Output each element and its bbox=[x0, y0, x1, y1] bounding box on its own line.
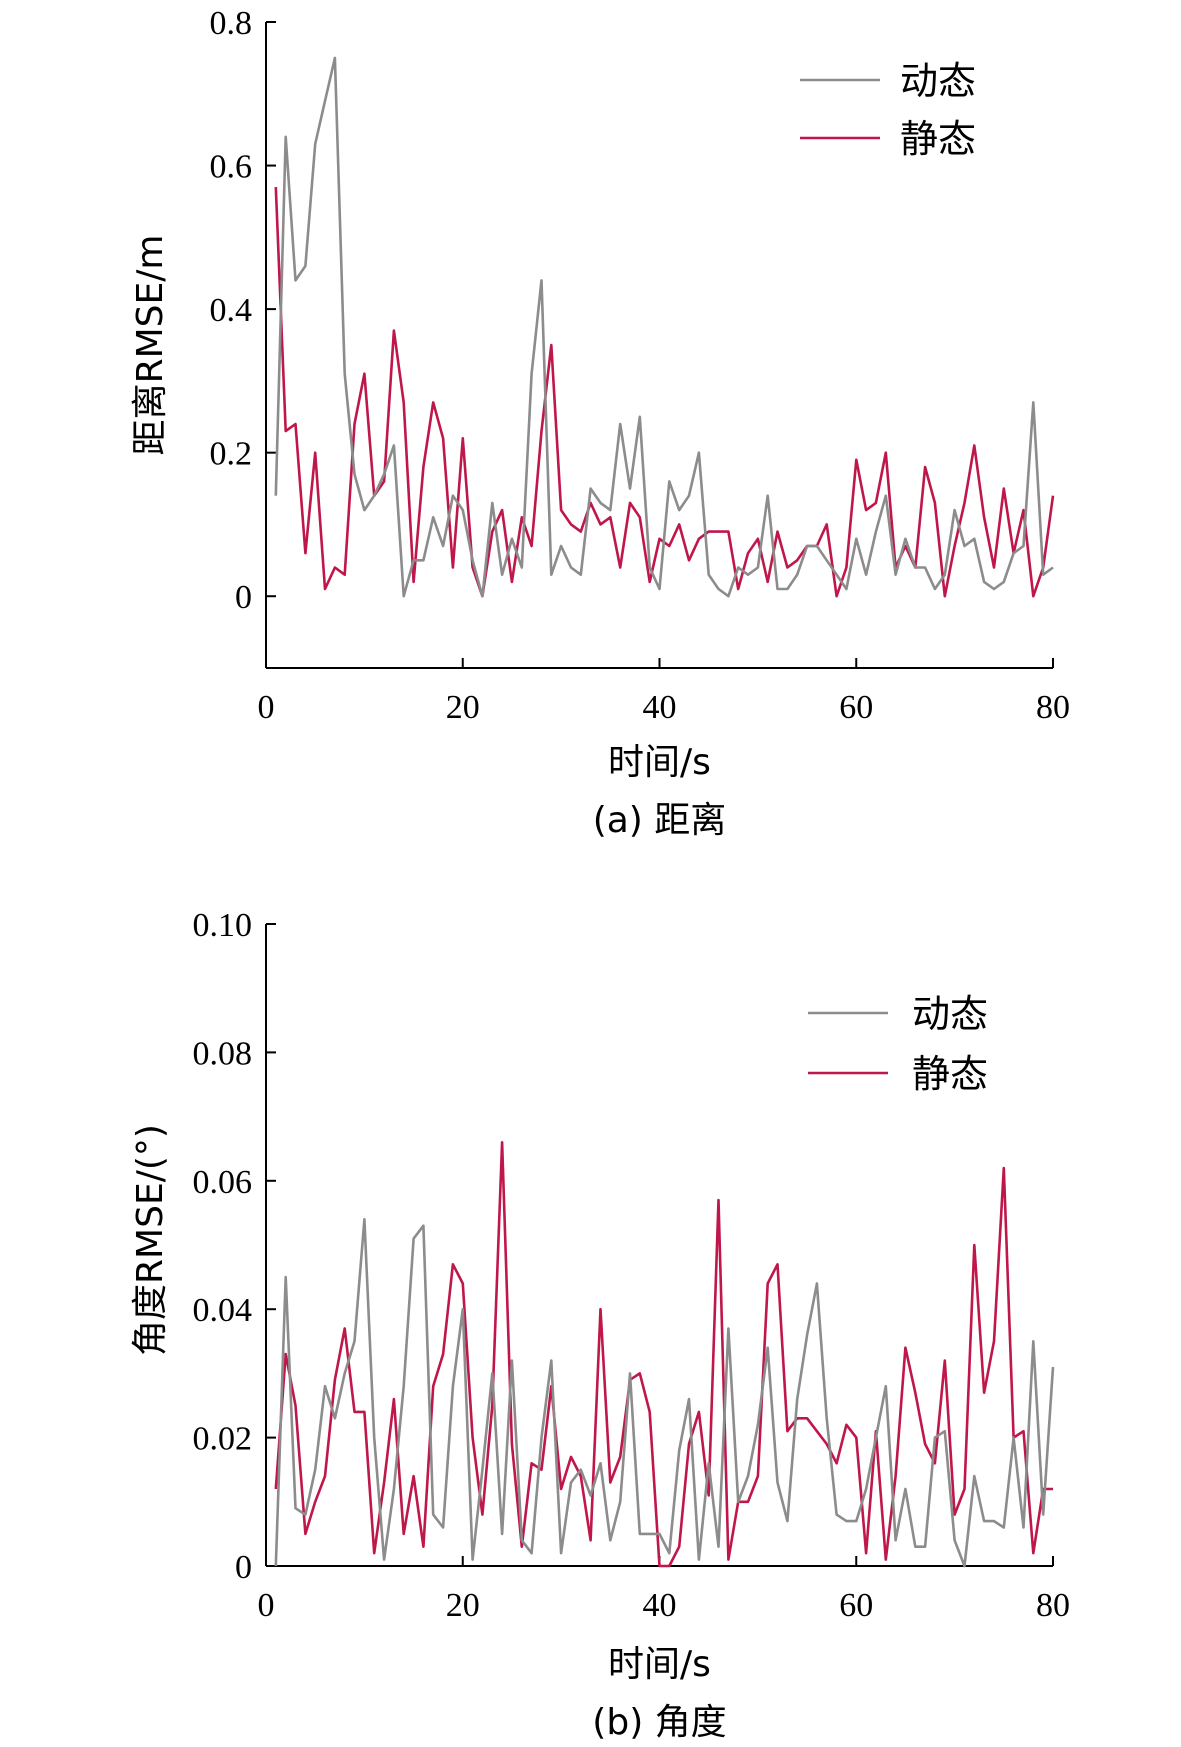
y-tick-label-a-0: 0 bbox=[235, 579, 252, 616]
y-tick-label-a-2: 0.4 bbox=[210, 292, 253, 329]
y-tick-label-a-3: 0.6 bbox=[210, 149, 253, 186]
x-axis-title-b: 时间/s bbox=[608, 1644, 711, 1685]
y-axis-title-a: 距离RMSE/m bbox=[130, 235, 171, 456]
legend-label-a-1: 静态 bbox=[900, 117, 976, 161]
x-axis-title-a: 时间/s bbox=[608, 742, 711, 783]
y-axis-title-b: 角度RMSE/(°) bbox=[130, 1124, 171, 1356]
legend-label-a-0: 动态 bbox=[900, 59, 976, 103]
x-tick-label-a-4: 80 bbox=[1036, 689, 1070, 726]
y-tick-label-a-4: 0.8 bbox=[210, 5, 253, 42]
caption-b: (b) 角度 bbox=[592, 1702, 726, 1743]
x-tick-label-b-4: 80 bbox=[1036, 1587, 1070, 1624]
y-tick-label-b-4: 0.08 bbox=[193, 1035, 253, 1072]
x-tick-label-a-3: 60 bbox=[839, 689, 873, 726]
y-tick-label-b-3: 0.06 bbox=[193, 1164, 253, 1201]
x-tick-label-b-1: 20 bbox=[446, 1587, 480, 1624]
x-tick-label-b-3: 60 bbox=[839, 1587, 873, 1624]
x-tick-label-a-0: 0 bbox=[258, 689, 275, 726]
y-tick-label-b-1: 0.02 bbox=[193, 1421, 253, 1458]
y-tick-label-b-5: 0.10 bbox=[193, 907, 253, 944]
x-tick-label-b-2: 40 bbox=[643, 1587, 677, 1624]
y-tick-label-b-0: 0 bbox=[235, 1549, 252, 1586]
series-line-b-1 bbox=[274, 1141, 1053, 1568]
series-line-b-0 bbox=[274, 1218, 1055, 1568]
legend-label-b-0: 动态 bbox=[912, 992, 988, 1036]
y-tick-label-a-1: 0.2 bbox=[210, 436, 253, 473]
x-tick-label-a-2: 40 bbox=[643, 689, 677, 726]
x-tick-label-a-1: 20 bbox=[446, 689, 480, 726]
legend-label-b-1: 静态 bbox=[912, 1052, 988, 1096]
y-tick-label-b-2: 0.04 bbox=[193, 1292, 253, 1329]
x-tick-label-b-0: 0 bbox=[258, 1587, 275, 1624]
series-line-a-0 bbox=[274, 56, 1054, 598]
caption-a: (a) 距离 bbox=[593, 800, 727, 841]
